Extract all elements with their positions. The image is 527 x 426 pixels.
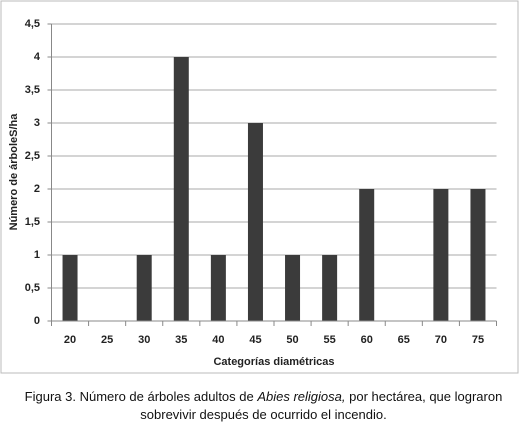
x-tick-label: 40 — [212, 334, 224, 346]
y-tick-label: 3,5 — [25, 84, 40, 96]
x-tick-label: 60 — [361, 334, 373, 346]
y-tick-label: 4,5 — [25, 18, 40, 30]
x-tick-label: 30 — [138, 334, 150, 346]
x-tick-label: 35 — [175, 334, 187, 346]
bar — [210, 255, 226, 321]
bar — [285, 255, 301, 321]
x-tick-label: 70 — [435, 334, 447, 346]
x-tick-label: 45 — [249, 334, 261, 346]
x-tick-label: 55 — [324, 334, 336, 346]
y-tick-label: 3 — [34, 117, 40, 129]
bar — [247, 123, 263, 321]
x-tick-label: 25 — [101, 334, 113, 346]
x-axis-title: Categorías diamétricas — [213, 356, 334, 368]
bar — [322, 255, 338, 321]
x-tick-label: 65 — [398, 334, 410, 346]
bar — [433, 189, 449, 321]
chart-border — [0, 0, 519, 374]
y-tick-label: 0 — [34, 315, 40, 327]
caption: Figura 3. Número de árboles adultos de A… — [0, 388, 527, 424]
caption-text: por hectárea, que lograron sobrevivir de… — [140, 389, 503, 422]
chart: Categorías diamétricas Número de árboleS… — [0, 0, 519, 374]
y-tick-label: 1,5 — [25, 216, 40, 228]
y-tick-label: 2,5 — [25, 150, 40, 162]
y-axis-title: Número de árboleS/ha — [8, 113, 20, 231]
y-tick-label: 0,5 — [25, 282, 40, 294]
y-tick-label: 1 — [34, 249, 40, 261]
bar — [470, 189, 486, 321]
bar — [359, 189, 375, 321]
x-tick-label: 50 — [286, 334, 298, 346]
x-tick-label: 75 — [472, 334, 484, 346]
bar — [173, 57, 189, 321]
caption-species: Abies religiosa, — [257, 389, 346, 404]
caption-text: Figura 3. Número de árboles adultos de — [24, 389, 258, 404]
y-tick-label: 2 — [34, 183, 40, 195]
y-tick-label: 4 — [34, 51, 41, 63]
bar — [62, 255, 78, 321]
x-tick-label: 20 — [64, 334, 76, 346]
bar — [136, 255, 152, 321]
